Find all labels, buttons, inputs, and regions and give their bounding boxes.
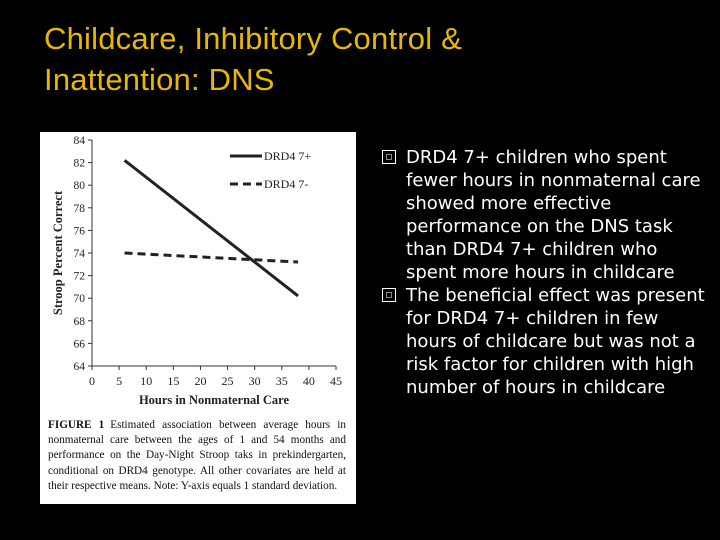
x-tick-label: 0 — [89, 374, 95, 388]
x-tick-label: 35 — [276, 374, 288, 388]
slide-title-line-2: Inattention: DNS — [44, 62, 275, 97]
legend-label: DRD4 7- — [264, 177, 308, 191]
y-axis-label: Stroop Percent Correct — [51, 190, 65, 315]
x-tick-label: 25 — [222, 374, 234, 388]
y-tick-label: 74 — [74, 248, 86, 260]
y-tick-label: 72 — [74, 271, 86, 283]
title-bar: Childcare, Inhibitory Control & Inattent… — [0, 0, 720, 112]
y-tick-label: 78 — [74, 203, 86, 215]
legend-label: DRD4 7+ — [264, 149, 311, 163]
series-line-drd4-7- — [123, 159, 299, 298]
bullet-text: DRD4 7+ children who spent fewer hours i… — [406, 147, 701, 283]
line-chart: 64 66 68 70 72 74 76 78 80 82 84 0 5 10 15 20 25 30 35 40 45… — [51, 135, 342, 407]
x-tick-label: 45 — [330, 374, 342, 388]
x-tick-label: 20 — [194, 374, 206, 388]
y-tick-label: 68 — [74, 316, 86, 328]
figure-panel: 64 66 68 70 72 74 76 78 80 82 84 0 5 10 15 20 25 30 35 40 45… — [40, 132, 356, 504]
slide-title: Childcare, Inhibitory Control & Inattent… — [44, 18, 704, 100]
slide-title-line-1: Childcare, Inhibitory Control & — [44, 21, 462, 56]
y-tick-label: 80 — [74, 180, 86, 192]
bullet-list: DRD4 7+ children who spent fewer hours i… — [382, 146, 712, 399]
x-axis-label: Hours in Nonmaternal Care — [139, 393, 290, 407]
y-tick-label: 84 — [74, 135, 86, 147]
y-tick-label: 66 — [74, 338, 86, 350]
bullet-icon — [382, 150, 396, 164]
x-tick-label: 30 — [249, 374, 261, 388]
figure-caption-label: FIGURE 1 — [48, 419, 105, 431]
x-tick-label: 10 — [140, 374, 152, 388]
y-tick-label: 64 — [74, 361, 86, 373]
bullet-text: The beneficial effect was present for DR… — [406, 285, 705, 398]
y-tick-label: 76 — [74, 225, 86, 237]
bullet-icon — [382, 288, 396, 302]
series-line-drd4-7- — [124, 251, 299, 264]
figure-caption-text: Estimated association between average ho… — [48, 419, 346, 492]
bullet-item: DRD4 7+ children who spent fewer hours i… — [382, 146, 712, 284]
x-tick-label: 5 — [116, 374, 122, 388]
x-tick-label: 15 — [167, 374, 179, 388]
bullet-item: The beneficial effect was present for DR… — [382, 284, 712, 399]
y-tick-label: 82 — [74, 158, 86, 170]
figure-caption: FIGURE 1 Estimated association between av… — [48, 418, 346, 494]
y-tick-label: 70 — [74, 293, 86, 305]
x-tick-label: 40 — [303, 374, 315, 388]
